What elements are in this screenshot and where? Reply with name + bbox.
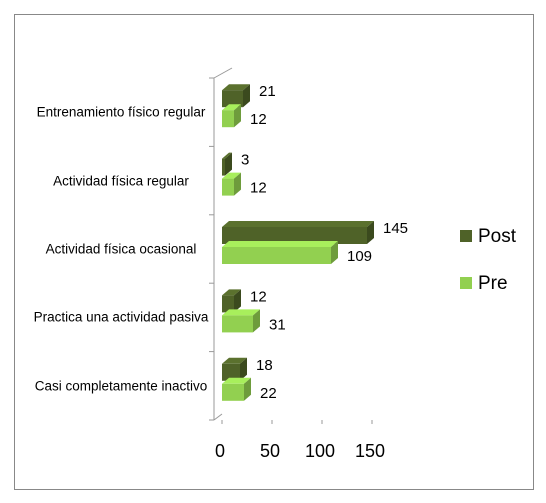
- category-label: Actividad física regular: [53, 173, 189, 189]
- x-tick-label: 50: [260, 441, 280, 461]
- bar-top: [222, 172, 241, 179]
- value-label: 3: [241, 152, 249, 169]
- bar-top: [222, 377, 251, 384]
- value-label: 31: [269, 316, 286, 333]
- bar-side: [234, 172, 241, 196]
- bar-side: [234, 289, 241, 313]
- bar-side: [234, 104, 241, 128]
- value-label: 21: [259, 83, 276, 100]
- category-label: Casi completamente inactivo: [34, 378, 208, 394]
- bar: [222, 227, 367, 244]
- bar: [222, 110, 234, 128]
- bar-top: [222, 221, 374, 227]
- bar-top: [222, 84, 250, 91]
- category-label: Actividad física ocasional: [45, 241, 197, 257]
- bar-side: [240, 357, 247, 381]
- value-label: 109: [347, 248, 372, 265]
- value-label: 12: [250, 111, 267, 128]
- bar-top: [222, 241, 338, 247]
- bar-top: [222, 357, 247, 364]
- axis-line: [213, 413, 223, 421]
- value-label: 12: [250, 288, 267, 305]
- bar-top: [222, 152, 232, 159]
- bar-top: [222, 289, 241, 296]
- value-label: 145: [383, 220, 408, 237]
- bar-top: [222, 104, 241, 111]
- value-label: 22: [260, 385, 277, 402]
- bar: [222, 295, 234, 313]
- bar-side: [367, 221, 374, 244]
- axis-line: [213, 67, 233, 79]
- category-label: Entrenamiento físico regular: [36, 104, 206, 120]
- legend-label: Pre: [478, 273, 508, 294]
- bar: [222, 178, 234, 196]
- legend-swatch: [460, 230, 472, 242]
- bar-side: [244, 377, 251, 401]
- legend-label: Post: [478, 226, 517, 247]
- x-tick-label: 150: [355, 441, 385, 461]
- x-tick-label: 0: [215, 441, 225, 461]
- bar: [222, 315, 253, 333]
- x-tick-label: 100: [305, 441, 335, 461]
- bar: [222, 363, 240, 381]
- bar: [222, 383, 244, 401]
- category-label: Practica una actividad pasiva: [33, 309, 209, 325]
- legend-swatch: [460, 277, 472, 289]
- bar-side: [331, 241, 338, 264]
- value-label: 12: [250, 180, 267, 197]
- bar-top: [222, 309, 260, 316]
- bar-side: [225, 152, 232, 176]
- bar: [222, 90, 243, 108]
- bar: [222, 158, 225, 176]
- bar: [222, 247, 331, 264]
- value-label: 18: [256, 357, 273, 374]
- bar-side: [243, 84, 250, 108]
- bar-side: [253, 309, 260, 333]
